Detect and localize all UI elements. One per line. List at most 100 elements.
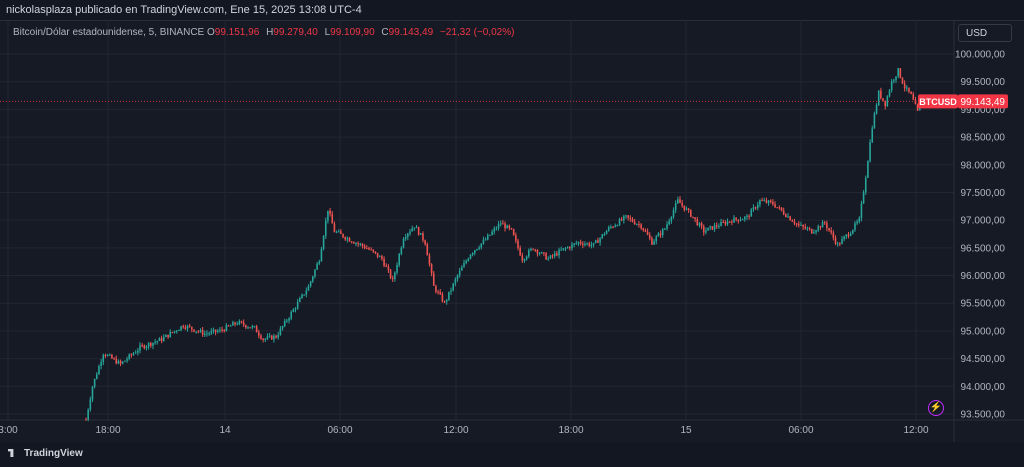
candle-body [759, 200, 761, 205]
candle-body [860, 203, 863, 219]
candle-body [638, 224, 640, 226]
price-axis-label: 98.000,00 [961, 160, 1006, 171]
candle-body [223, 330, 226, 332]
candle-body [893, 79, 895, 82]
candle-body [288, 318, 290, 321]
candle-body [139, 345, 141, 351]
candle-body [225, 325, 228, 332]
candle-body [212, 329, 215, 332]
time-axis-label: 18:00 [95, 425, 120, 436]
candle-body [216, 331, 219, 333]
candle-body [201, 330, 204, 335]
candle-body [862, 192, 865, 204]
time-axis-label: 15 [680, 425, 692, 436]
candle-body [823, 222, 826, 224]
candle-body [696, 219, 699, 226]
candle-body [508, 225, 511, 229]
candle-body [463, 263, 465, 268]
candle-body [98, 366, 100, 375]
time-axis-label: 14 [219, 425, 231, 436]
candle-body [709, 226, 712, 228]
candle-body [407, 233, 409, 238]
candle-body [303, 294, 305, 296]
candle-body [776, 207, 778, 209]
candle-body [424, 240, 426, 245]
candle-body [918, 107, 921, 111]
candle-body [705, 230, 707, 233]
candle-body [754, 207, 757, 209]
candle-body [489, 234, 491, 236]
candle-body [124, 360, 126, 362]
candle-body [525, 256, 528, 260]
candle-body [191, 326, 193, 330]
candle-body [502, 223, 504, 225]
candle-body [363, 245, 366, 249]
lightning-icon[interactable]: ⚡ [928, 400, 944, 416]
candle-body [361, 243, 364, 246]
candle-body [832, 232, 835, 238]
candle-body [158, 338, 161, 342]
candle-body [299, 298, 301, 302]
currency-button[interactable]: USD [958, 24, 1012, 42]
candle-body [828, 228, 830, 231]
candle-body [409, 231, 411, 234]
candle-body [111, 354, 113, 359]
candle-body [96, 374, 98, 379]
candle-body [318, 261, 321, 264]
candle-body [616, 225, 619, 227]
candle-body [564, 248, 567, 250]
candle-body [402, 238, 405, 248]
candle-body [89, 399, 92, 410]
candle-body [670, 217, 673, 222]
symbol-description: Bitcoin/Dólar estadounidense, 5, BINANCE [13, 27, 205, 38]
candle-body [141, 345, 143, 347]
tradingview-logo[interactable]: TradingView [8, 448, 83, 459]
candle-body [232, 322, 234, 326]
candle-body [175, 330, 178, 332]
candle-body [556, 253, 558, 256]
time-axis-label: 18:00 [558, 425, 583, 436]
candle-body [240, 321, 243, 323]
candle-body [400, 247, 403, 255]
candle-body [789, 216, 791, 221]
candle-body [819, 226, 822, 228]
candle-body [329, 210, 331, 214]
candle-body [692, 216, 694, 218]
candle-body [147, 343, 150, 347]
candle-body [642, 228, 645, 231]
candle-body [700, 223, 703, 227]
candle-body [847, 234, 850, 236]
candle-body [322, 236, 325, 249]
time-axis-label: 06:00 [788, 425, 813, 436]
candle-body [551, 255, 554, 257]
price-axis-label: 99.000,00 [961, 105, 1006, 116]
candle-body [648, 234, 651, 239]
candle-body [694, 217, 696, 220]
candle-body [497, 224, 500, 229]
candle-body [238, 321, 241, 324]
price-axis-label: 94.500,00 [961, 354, 1006, 365]
candle-body [102, 354, 105, 362]
candle-body [884, 100, 886, 107]
candle-body [512, 229, 515, 236]
price-axis-label: 96.500,00 [961, 243, 1006, 254]
candle-body [234, 322, 236, 325]
candle-body [873, 113, 876, 129]
candle-body [227, 325, 230, 327]
candle-body [296, 301, 299, 309]
candle-body [852, 229, 854, 234]
candle-body [465, 260, 467, 264]
candle-body [746, 215, 748, 217]
candle-body [549, 255, 552, 259]
candle-body [208, 333, 210, 335]
candle-body [735, 217, 737, 220]
candle-body [618, 219, 621, 226]
price-chart[interactable]: 100.000,00 99.500,00 99.000,00 98.500,00 98.… [0, 20, 1024, 442]
candle-body [718, 226, 720, 228]
candle-body [100, 361, 102, 367]
candle-body [467, 258, 470, 261]
candle-body [633, 221, 636, 225]
candle-body [156, 341, 159, 343]
candle-body [242, 322, 245, 326]
candle-body [178, 329, 180, 331]
